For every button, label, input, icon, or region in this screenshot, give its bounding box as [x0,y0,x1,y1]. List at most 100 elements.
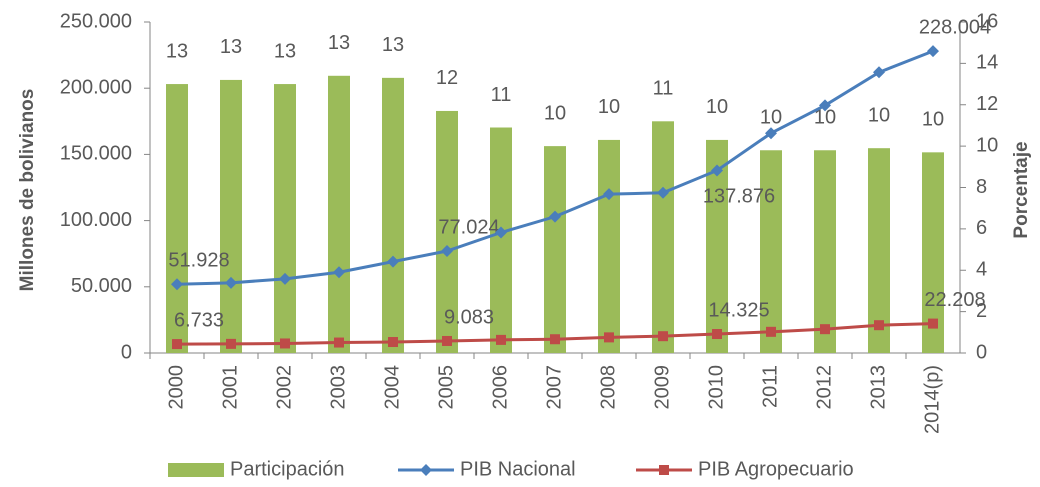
bar [544,146,566,353]
marker [333,266,345,279]
marker [603,188,615,201]
data-label: 14.325 [708,299,769,321]
data-label: 11 [491,84,512,106]
marker [225,276,237,289]
legend-label: PIB Agropecuario [698,458,854,480]
data-label: 6.733 [174,309,224,331]
data-label: 228.004 [919,16,991,38]
marker [495,226,507,239]
marker [226,338,236,349]
bar [220,79,242,354]
x-tick-label: 2014(p) [921,365,943,434]
y-tick-label: 250.000 [60,10,132,32]
y-tick-label: 150.000 [60,143,132,165]
y2-tick-label: 16 [976,10,998,32]
data-label: 22.208 [924,289,985,311]
y2-tick-label: 0 [976,341,987,363]
y2-axis-title: Porcentaje [1011,141,1032,238]
y2-tick-label: 2 [976,300,987,322]
y2-tick-label: 4 [976,259,987,281]
x-tick-label: 2009 [651,365,673,410]
marker [819,99,831,112]
bar [814,150,836,353]
marker [441,245,453,258]
y2-tick-label: 6 [976,217,987,239]
data-label: 13 [220,36,242,58]
data-label: 10 [598,96,620,118]
bar [922,152,944,353]
marker [442,335,452,346]
y-tick-label: 200.000 [60,76,132,98]
bar [382,77,404,353]
marker [279,272,291,285]
bar [760,150,782,353]
x-tick-label: 2012 [813,365,835,410]
x-tick-label: 2006 [489,365,511,410]
marker [658,331,668,342]
bar [274,84,296,353]
x-tick-label: 2005 [435,365,457,410]
bar [598,139,620,353]
y2-tick-label: 8 [976,176,987,198]
marker [549,210,561,223]
y-axis-title: Millones de bolivianos [17,89,38,292]
y2-tick-label: 10 [976,134,998,156]
marker [657,186,669,199]
marker [334,337,344,348]
marker [387,255,399,268]
marker [172,339,182,350]
x-tick-label: 2002 [273,365,295,410]
bar [706,139,728,353]
data-label: 13 [166,40,188,62]
marker [604,332,614,343]
x-tick-label: 2004 [381,365,403,410]
marker [927,45,939,58]
data-label: 10 [814,107,836,129]
y2-tick-label: 12 [976,93,998,115]
data-label: 11 [653,78,674,100]
legend-label: PIB Nacional [460,458,576,480]
x-tick-label: 2001 [219,365,241,410]
x-tick-label: 2008 [597,365,619,410]
x-tick-label: 2007 [543,365,565,410]
data-label: 51.928 [168,250,229,272]
marker [874,320,884,331]
y2-tick-label: 14 [976,52,998,74]
data-label: 13 [382,34,404,56]
legend-swatch [168,463,224,477]
marker [388,337,398,348]
marker [765,127,777,140]
data-label: 13 [274,40,296,62]
bar [328,75,350,353]
data-label: 9.083 [444,306,494,328]
bar [490,127,512,353]
marker [712,329,722,340]
data-label: 10 [544,102,566,124]
x-tick-label: 2011 [759,365,781,408]
bar [166,84,188,353]
marker [171,278,183,291]
marker [280,338,290,349]
marker [550,334,560,345]
legend-marker [659,465,669,475]
data-label: 10 [760,107,782,129]
marker [928,318,938,329]
bar [868,148,890,353]
data-label: 10 [868,104,890,126]
marker [820,324,830,335]
y-tick-label: 50.000 [71,275,132,297]
data-label: 10 [922,109,944,131]
data-label: 12 [436,67,458,89]
x-tick-label: 2013 [867,365,889,410]
marker [711,164,723,177]
marker [496,334,506,345]
bar [436,110,458,353]
marker [766,326,776,337]
data-label: 137.876 [703,186,775,208]
data-label: 77.024 [438,216,499,238]
marker [873,66,885,79]
data-label: 13 [328,32,350,54]
x-tick-label: 2003 [327,365,349,410]
legend-marker [420,464,432,476]
